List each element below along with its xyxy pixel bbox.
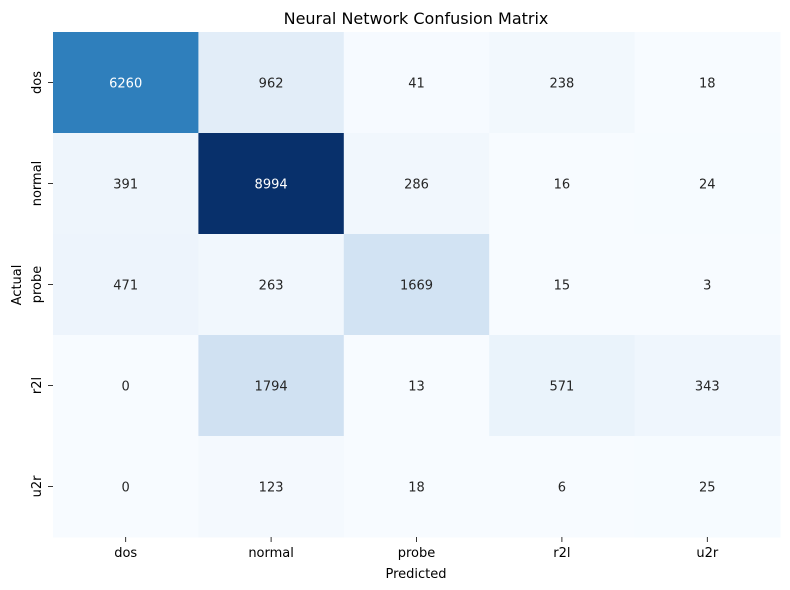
cell-value-normal-u2r: 24 — [699, 178, 716, 193]
heatmap-cell-dos-normal — [198, 32, 345, 134]
cell-value-r2l-r2l: 571 — [549, 380, 574, 395]
cell-value-probe-probe: 1669 — [400, 279, 433, 294]
heatmap-cell-u2r-r2l — [489, 436, 636, 538]
heatmap-cell-dos-dos — [53, 32, 199, 134]
y-tick-label-r2l: r2l — [30, 377, 45, 394]
heatmap-cell-dos-probe — [343, 32, 490, 134]
cell-value-r2l-probe: 13 — [408, 380, 425, 395]
cell-value-dos-u2r: 18 — [699, 77, 716, 92]
heatmap-cell-normal-r2l — [489, 133, 636, 235]
heatmap-cell-normal-probe — [343, 133, 490, 235]
x-tick-label-normal: normal — [248, 546, 294, 561]
heatmap-cell-normal-u2r — [634, 133, 781, 235]
heatmap-cell-probe-r2l — [489, 234, 636, 336]
cell-value-dos-dos: 6260 — [109, 77, 142, 92]
heatmap-cell-r2l-probe — [343, 335, 490, 437]
heatmap-cell-probe-normal — [198, 234, 345, 336]
cell-value-normal-normal: 8994 — [255, 178, 288, 193]
cell-value-normal-r2l: 16 — [554, 178, 571, 193]
heatmap-cell-r2l-dos — [53, 335, 199, 437]
heatmap-cell-dos-r2l — [489, 32, 636, 134]
cell-value-probe-normal: 263 — [259, 279, 284, 294]
heatmap-cell-u2r-u2r — [634, 436, 781, 538]
heatmap-cell-u2r-probe — [343, 436, 490, 538]
cell-value-u2r-normal: 123 — [259, 481, 284, 496]
cell-value-u2r-r2l: 6 — [558, 481, 566, 496]
cell-value-probe-r2l: 15 — [554, 279, 571, 294]
heatmap-cell-dos-u2r — [634, 32, 781, 134]
heatmap-cells: 6260 962 41 238 18 391 8994 286 16 24 471 263 1669 15… — [53, 32, 781, 538]
y-tick-label-dos: dos — [30, 71, 45, 94]
y-tick-label-u2r: u2r — [30, 475, 45, 498]
cell-value-probe-dos: 471 — [113, 279, 138, 294]
x-axis-label: Predicted — [385, 567, 446, 582]
x-tick-label-probe: probe — [398, 546, 436, 561]
y-axis: dos normal probe r2l u2r — [30, 71, 53, 498]
x-axis: dos normal probe r2l u2r — [114, 537, 719, 561]
cell-value-u2r-dos: 0 — [122, 481, 130, 496]
cell-value-r2l-normal: 1794 — [255, 380, 288, 395]
x-tick-label-u2r: u2r — [696, 546, 719, 561]
cell-value-probe-u2r: 3 — [703, 279, 711, 294]
heatmap-cell-u2r-normal — [198, 436, 345, 538]
heatmap-cell-normal-normal — [198, 133, 345, 235]
heatmap-cell-probe-probe — [343, 234, 490, 336]
cell-value-dos-r2l: 238 — [549, 77, 574, 92]
cell-value-u2r-u2r: 25 — [699, 481, 716, 496]
x-tick-label-dos: dos — [114, 546, 137, 561]
cell-value-r2l-u2r: 343 — [695, 380, 720, 395]
heatmap-cell-r2l-normal — [198, 335, 345, 437]
y-tick-label-probe: probe — [30, 266, 45, 304]
heatmap-cell-u2r-dos — [53, 436, 199, 538]
cell-value-normal-probe: 286 — [404, 178, 429, 193]
heatmap-cell-normal-dos — [53, 133, 199, 235]
cell-value-normal-dos: 391 — [113, 178, 138, 193]
cell-value-u2r-probe: 18 — [408, 481, 425, 496]
heatmap-cell-probe-u2r — [634, 234, 781, 336]
heatmap-cell-probe-dos — [53, 234, 199, 336]
cell-value-dos-probe: 41 — [408, 77, 425, 92]
y-tick-label-normal: normal — [30, 161, 45, 207]
x-tick-label-r2l: r2l — [553, 546, 570, 561]
heatmap-cell-r2l-r2l — [489, 335, 636, 437]
cell-value-r2l-dos: 0 — [122, 380, 130, 395]
chart-title: Neural Network Confusion Matrix — [284, 9, 549, 28]
heatmap-cell-r2l-u2r — [634, 335, 781, 437]
cell-value-dos-normal: 962 — [259, 77, 284, 92]
y-axis-label: Actual — [10, 265, 25, 306]
